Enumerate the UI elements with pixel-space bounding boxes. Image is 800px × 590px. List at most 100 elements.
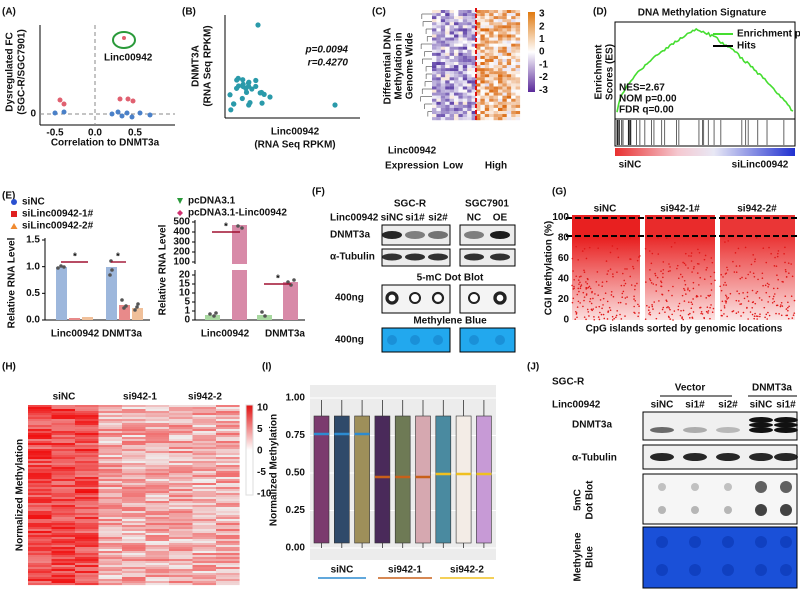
label: Enrichment profile: [737, 29, 800, 40]
point: [660, 270, 662, 272]
point: [765, 261, 768, 264]
heatmap-cell: [51, 555, 76, 558]
point: [777, 252, 779, 255]
point: [692, 311, 695, 313]
heatmap-cell: [489, 65, 494, 69]
heatmap-cell: [458, 58, 463, 63]
dot: [780, 564, 792, 576]
heatmap-cell: [192, 451, 217, 454]
point: [783, 253, 785, 255]
heatmap-cell: [98, 417, 123, 420]
point: [692, 298, 694, 300]
heatmap-cell: [192, 579, 217, 582]
point: [607, 270, 610, 272]
point: [662, 276, 664, 279]
point: [766, 318, 769, 320]
heatmap-cell: [169, 519, 193, 522]
heatmap-cell: [75, 483, 99, 486]
heatmap-cell: [51, 437, 76, 440]
heatmap-cell: [471, 74, 477, 78]
bar: [56, 267, 67, 320]
heatmap-cell: [122, 465, 146, 468]
point: [682, 318, 684, 321]
heatmap-cell: [498, 101, 503, 105]
point: [576, 293, 579, 296]
label: Expression: [385, 161, 439, 172]
heatmap-cell: [98, 567, 123, 570]
heatmap-cell: [192, 483, 217, 486]
heatmap-cell: [515, 77, 521, 81]
heatmap-cell: [432, 77, 437, 81]
heatmap-cell: [471, 10, 477, 14]
heatmap-cell: [440, 34, 446, 38]
heatmap-cell: [75, 413, 99, 416]
point: [711, 261, 714, 264]
point: [259, 100, 265, 106]
dot: [410, 335, 420, 345]
heatmap-cell: [458, 65, 463, 69]
point: [687, 288, 689, 291]
heatmap-cell: [440, 43, 446, 47]
point: [684, 264, 687, 266]
band: [749, 417, 773, 423]
heatmap-cell: [511, 101, 516, 105]
heatmap-cell: [122, 547, 146, 550]
heatmap-cell: [28, 509, 52, 512]
heatmap-cell: [51, 565, 76, 568]
point: [633, 305, 635, 308]
heatmap-cell: [145, 431, 170, 434]
point: [771, 301, 774, 304]
heatmap-cell: [462, 37, 468, 41]
label: (A): [2, 7, 16, 18]
heatmap-cell: [515, 28, 521, 32]
point: [656, 276, 659, 279]
heatmap-cell: [169, 463, 193, 466]
heatmap-cell: [28, 415, 52, 418]
heatmap-cell: [122, 433, 146, 436]
heatmap-cell: [192, 485, 217, 488]
point: [705, 297, 708, 299]
point: [228, 107, 234, 113]
heatmap-cell: [440, 86, 446, 90]
point: [738, 292, 740, 295]
point: [709, 294, 712, 297]
heatmap-cell: [75, 461, 99, 464]
point: [626, 296, 628, 298]
point: [636, 259, 639, 262]
heatmap-cell: [445, 86, 450, 90]
point: [571, 284, 573, 287]
heatmap-cell: [169, 507, 193, 510]
heatmap-cell: [28, 413, 52, 416]
heatmap-cell: [98, 409, 123, 412]
heatmap-cell: [498, 28, 503, 32]
heatmap-cell: [51, 409, 76, 412]
label: pcDNA3.1: [188, 196, 236, 207]
heatmap-cell: [498, 117, 503, 121]
heatmap-cell: [122, 483, 146, 486]
point: [624, 268, 626, 270]
heatmap-cell: [75, 519, 99, 522]
heatmap-cell: [432, 58, 437, 63]
point: [586, 277, 589, 280]
heatmap-cell: [28, 421, 52, 424]
heatmap-cell: [75, 467, 99, 470]
heatmap-cell: [75, 581, 99, 584]
heatmap-cell: [169, 435, 193, 438]
heatmap-cell: [216, 471, 240, 474]
heatmap-cell: [122, 405, 146, 408]
heatmap-cell: [145, 425, 170, 428]
heatmap-cell: [98, 529, 123, 532]
heatmap-cell: [75, 463, 99, 466]
heatmap-cell: [169, 583, 193, 586]
heatmap-cell: [432, 22, 437, 26]
point: [137, 110, 143, 116]
label: (D): [593, 7, 607, 18]
heatmap-cell: [454, 68, 459, 72]
heatmap-cell: [145, 499, 170, 502]
point: [592, 308, 595, 310]
heatmap-cell: [122, 555, 146, 558]
heatmap-cell: [192, 581, 217, 584]
heatmap-cell: [480, 55, 485, 59]
heatmap-cell: [484, 98, 490, 102]
y-tick-label: 80: [558, 233, 570, 244]
